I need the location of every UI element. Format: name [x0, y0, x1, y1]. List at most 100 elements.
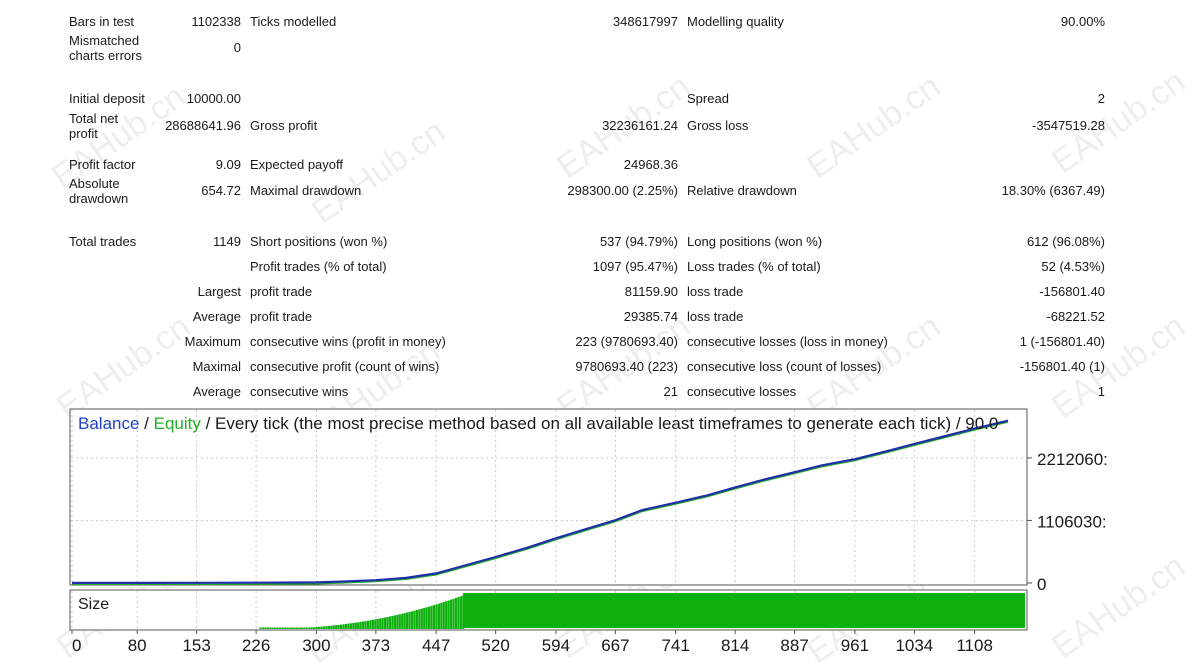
- size-bar: [454, 597, 458, 629]
- size-bar: [335, 625, 338, 629]
- size-bar: [298, 627, 301, 629]
- x-tick-label: 887: [780, 636, 808, 655]
- size-bar: [315, 626, 318, 629]
- right-value: 2: [1097, 91, 1105, 106]
- row-label: charts errors: [69, 48, 142, 63]
- x-tick-label: 961: [841, 636, 869, 655]
- size-bar: [391, 615, 394, 629]
- y-tick-label: 1106030:: [1037, 512, 1107, 531]
- size-bar: [430, 605, 433, 629]
- size-bar: [384, 617, 387, 629]
- size-bar: [428, 606, 431, 629]
- row-value: 9.09: [215, 157, 241, 172]
- size-bar: [327, 625, 331, 629]
- size-bar: [359, 621, 362, 629]
- size-bar: [408, 611, 411, 629]
- x-tick-label: 741: [661, 636, 689, 655]
- size-bar: [322, 626, 326, 629]
- chart-title: Balance / Equity / Every tick (the most …: [78, 414, 998, 434]
- x-tick-label: 814: [721, 636, 749, 655]
- size-bar: [354, 622, 357, 629]
- row-value: Average: [192, 309, 241, 324]
- row-value: 0: [233, 40, 241, 55]
- size-bar: [352, 622, 355, 629]
- size-bar: [457, 597, 460, 629]
- size-bar: [415, 609, 418, 629]
- mid-value: 1097 (95.47%): [592, 259, 678, 274]
- size-bar: [344, 623, 348, 629]
- mid-label: consecutive wins: [250, 384, 349, 399]
- size-bar: [310, 627, 313, 629]
- size-bar: [425, 607, 428, 629]
- size-bar: [293, 627, 296, 629]
- row-value: Maximal: [192, 359, 241, 374]
- size-bar: [393, 615, 396, 629]
- row-label: drawdown: [69, 191, 129, 206]
- size-bar: [303, 627, 306, 629]
- right-value: 1: [1097, 384, 1105, 399]
- size-bar: [445, 601, 448, 629]
- size-bar: [288, 627, 291, 629]
- row-value: 28688641.96: [165, 118, 241, 133]
- x-tick-label: 153: [182, 636, 210, 655]
- size-bar: [410, 611, 414, 629]
- row-value: 654.72: [201, 183, 241, 198]
- row-value: 10000.00: [186, 91, 241, 106]
- mid-value: 81159.90: [624, 284, 678, 299]
- size-bar: [320, 626, 323, 629]
- x-tick-label: 80: [128, 636, 147, 655]
- size-bar: [437, 603, 440, 629]
- size-bar: [283, 627, 287, 629]
- right-label: Long positions (won %): [687, 234, 823, 249]
- x-tick-label: 1034: [895, 636, 933, 655]
- size-bar: [423, 607, 426, 629]
- size-bar: [401, 613, 404, 629]
- legend-equity: Equity: [153, 414, 201, 433]
- size-bar: [286, 627, 289, 629]
- size-bar: [274, 627, 277, 629]
- mid-value: 21: [663, 384, 678, 399]
- right-value: -68221.52: [1046, 309, 1105, 324]
- size-bar: [276, 627, 279, 629]
- size-block: [463, 593, 1025, 628]
- size-bar: [300, 627, 304, 629]
- right-value: 1 (-156801.40): [1019, 334, 1105, 349]
- size-bar: [278, 627, 282, 629]
- row-label: profit: [69, 126, 98, 141]
- mid-value: 223 (9780693.40): [575, 334, 678, 349]
- right-label: consecutive losses: [687, 384, 797, 399]
- row-value: Largest: [197, 284, 241, 299]
- size-bar: [371, 619, 374, 629]
- mid-label: Expected payoff: [250, 157, 343, 172]
- size-bar: [266, 627, 269, 629]
- mid-label: Gross profit: [250, 118, 318, 133]
- right-value: 90.00%: [1060, 14, 1105, 29]
- x-tick-label: 373: [362, 636, 390, 655]
- size-bar: [450, 599, 453, 629]
- x-tick-label: 520: [481, 636, 509, 655]
- size-bar: [413, 610, 416, 629]
- right-label: loss trade: [687, 309, 744, 324]
- mid-label: profit trade: [250, 309, 313, 324]
- row-label: Absolute: [69, 176, 120, 191]
- size-panel-label: Size: [78, 596, 110, 613]
- size-bar: [366, 620, 370, 629]
- size-bar: [403, 613, 406, 629]
- right-label: loss trade: [687, 284, 744, 299]
- size-bar: [318, 626, 321, 629]
- size-bar: [281, 627, 284, 629]
- size-bar: [374, 619, 377, 629]
- size-bar: [261, 627, 265, 629]
- size-bar: [396, 614, 399, 629]
- size-bar: [259, 627, 262, 629]
- size-bar: [406, 612, 409, 629]
- size-bar: [337, 624, 340, 629]
- right-label: Gross loss: [687, 118, 749, 133]
- mid-label: Profit trades (% of total): [250, 259, 387, 274]
- size-bar: [296, 627, 299, 629]
- size-bar: [291, 627, 294, 629]
- size-bar: [264, 627, 267, 629]
- size-bar: [376, 618, 379, 629]
- main-plot-frame: [69, 408, 1028, 586]
- mid-value: 9780693.40 (223): [575, 359, 678, 374]
